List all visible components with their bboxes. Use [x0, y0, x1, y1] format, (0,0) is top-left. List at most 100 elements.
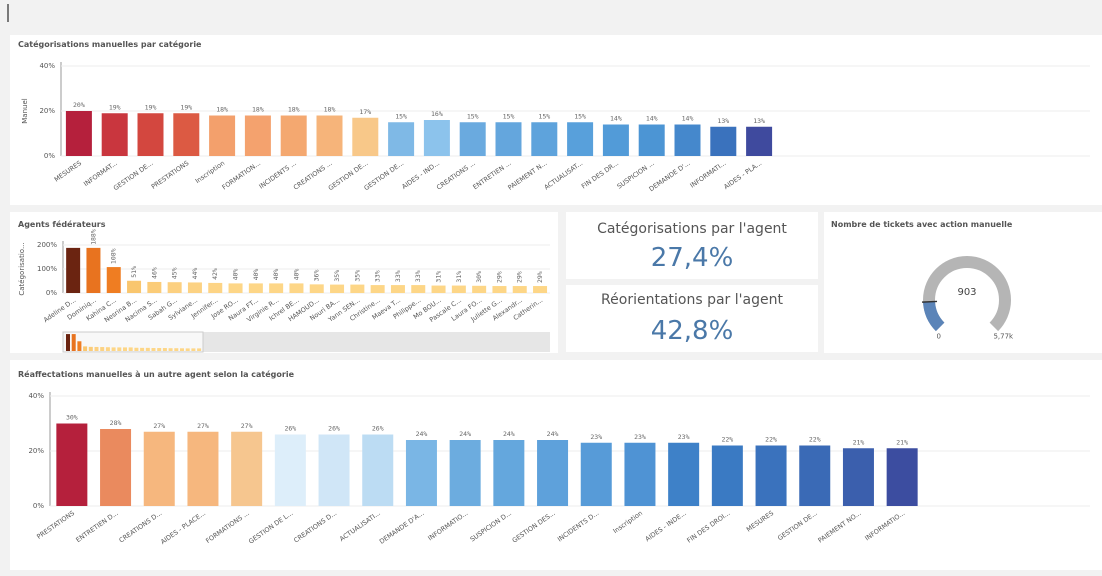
y-tick-label: 0%	[33, 502, 44, 510]
bar	[459, 122, 486, 156]
value-label: 33%	[414, 270, 422, 282]
value-label: 19%	[145, 103, 157, 111]
value-label: 23%	[678, 433, 690, 441]
value-label: 33%	[374, 270, 382, 282]
value-label: 30%	[66, 414, 78, 422]
chart-title: Agents fédérateurs	[18, 219, 106, 229]
gauge-value: 903	[957, 287, 976, 298]
bar	[842, 448, 874, 506]
value-label: 15%	[467, 112, 479, 120]
value-label: 22%	[809, 436, 821, 444]
bar	[106, 267, 121, 293]
bar	[638, 124, 665, 156]
mini-bar	[88, 346, 93, 351]
value-label: 27%	[241, 422, 253, 430]
value-label: 18%	[324, 106, 336, 114]
bar	[449, 440, 481, 506]
bar	[624, 442, 656, 506]
bar	[472, 285, 487, 293]
y-axis-label: Manuel	[21, 98, 29, 124]
y-tick-label: 0%	[46, 289, 57, 297]
bar	[248, 283, 263, 293]
value-label: 24%	[503, 430, 515, 438]
bar	[187, 431, 219, 506]
bar	[512, 286, 527, 293]
value-label: 17%	[359, 108, 371, 116]
value-label: 24%	[416, 430, 428, 438]
y-tick-label: 200%	[37, 241, 57, 249]
bar	[280, 115, 307, 156]
bar	[431, 285, 446, 293]
y-tick-label: 40%	[28, 392, 44, 400]
kpi-value: 42,8%	[651, 316, 734, 346]
bar	[269, 283, 284, 293]
gauge-tick-label: 0	[936, 332, 940, 340]
gauge-fill	[923, 301, 945, 332]
mini-bar	[134, 347, 139, 351]
value-label: 21%	[896, 438, 908, 446]
y-tick-label: 0%	[44, 152, 55, 160]
value-label: 31%	[455, 271, 463, 283]
bar	[173, 113, 200, 156]
value-label: 40%	[292, 269, 300, 281]
value-label: 21%	[853, 438, 865, 446]
value-label: 29%	[536, 271, 544, 283]
kpi-value: 27,4%	[651, 243, 734, 273]
y-tick-label: 20%	[28, 447, 44, 455]
mini-bar	[140, 347, 145, 351]
panel	[824, 212, 1102, 353]
bar	[537, 440, 569, 506]
bar	[492, 286, 507, 293]
panel	[566, 285, 818, 352]
value-label: 29%	[516, 271, 524, 283]
bar	[147, 281, 162, 293]
bar	[86, 247, 101, 293]
panel	[566, 212, 818, 279]
bar	[390, 285, 405, 293]
value-label: 35%	[353, 270, 361, 282]
bar	[886, 448, 918, 506]
value-label: 33%	[394, 270, 402, 282]
value-label: 51%	[130, 266, 138, 278]
bar	[362, 434, 394, 506]
gauge-tick-label: 5,77k	[993, 332, 1014, 340]
value-label: 26%	[284, 425, 296, 433]
mini-bar	[197, 348, 202, 351]
bar	[143, 431, 175, 506]
bar	[388, 122, 415, 156]
value-label: 26%	[328, 425, 340, 433]
y-tick-label: 100%	[37, 265, 57, 273]
value-label: 44%	[191, 268, 199, 280]
value-label: 31%	[435, 271, 443, 283]
mini-bar	[100, 347, 105, 351]
value-label: 16%	[431, 110, 443, 118]
mini-bar	[162, 348, 167, 351]
mini-bar	[66, 334, 70, 351]
bar	[710, 126, 737, 156]
value-label: 13%	[717, 117, 729, 125]
bar	[187, 282, 202, 293]
value-label: 26%	[372, 425, 384, 433]
value-label: 19%	[180, 103, 192, 111]
bar	[127, 280, 142, 293]
bar	[101, 113, 128, 156]
bar	[100, 429, 132, 506]
value-label: 30%	[475, 271, 483, 283]
mini-bar	[174, 348, 179, 351]
value-label: 40%	[252, 269, 260, 281]
bar	[231, 431, 263, 506]
value-label: 24%	[459, 430, 471, 438]
chart-title: Nombre de tickets avec action manuelle	[831, 220, 1013, 229]
bar	[531, 122, 558, 156]
bar	[602, 124, 629, 156]
value-label: 29%	[495, 271, 503, 283]
mini-bar	[145, 347, 150, 351]
value-label: 14%	[646, 115, 658, 123]
mini-bar	[128, 347, 133, 351]
bar	[316, 115, 343, 156]
mini-bar	[77, 341, 82, 351]
value-label: 18%	[288, 106, 300, 114]
bar	[493, 440, 525, 506]
